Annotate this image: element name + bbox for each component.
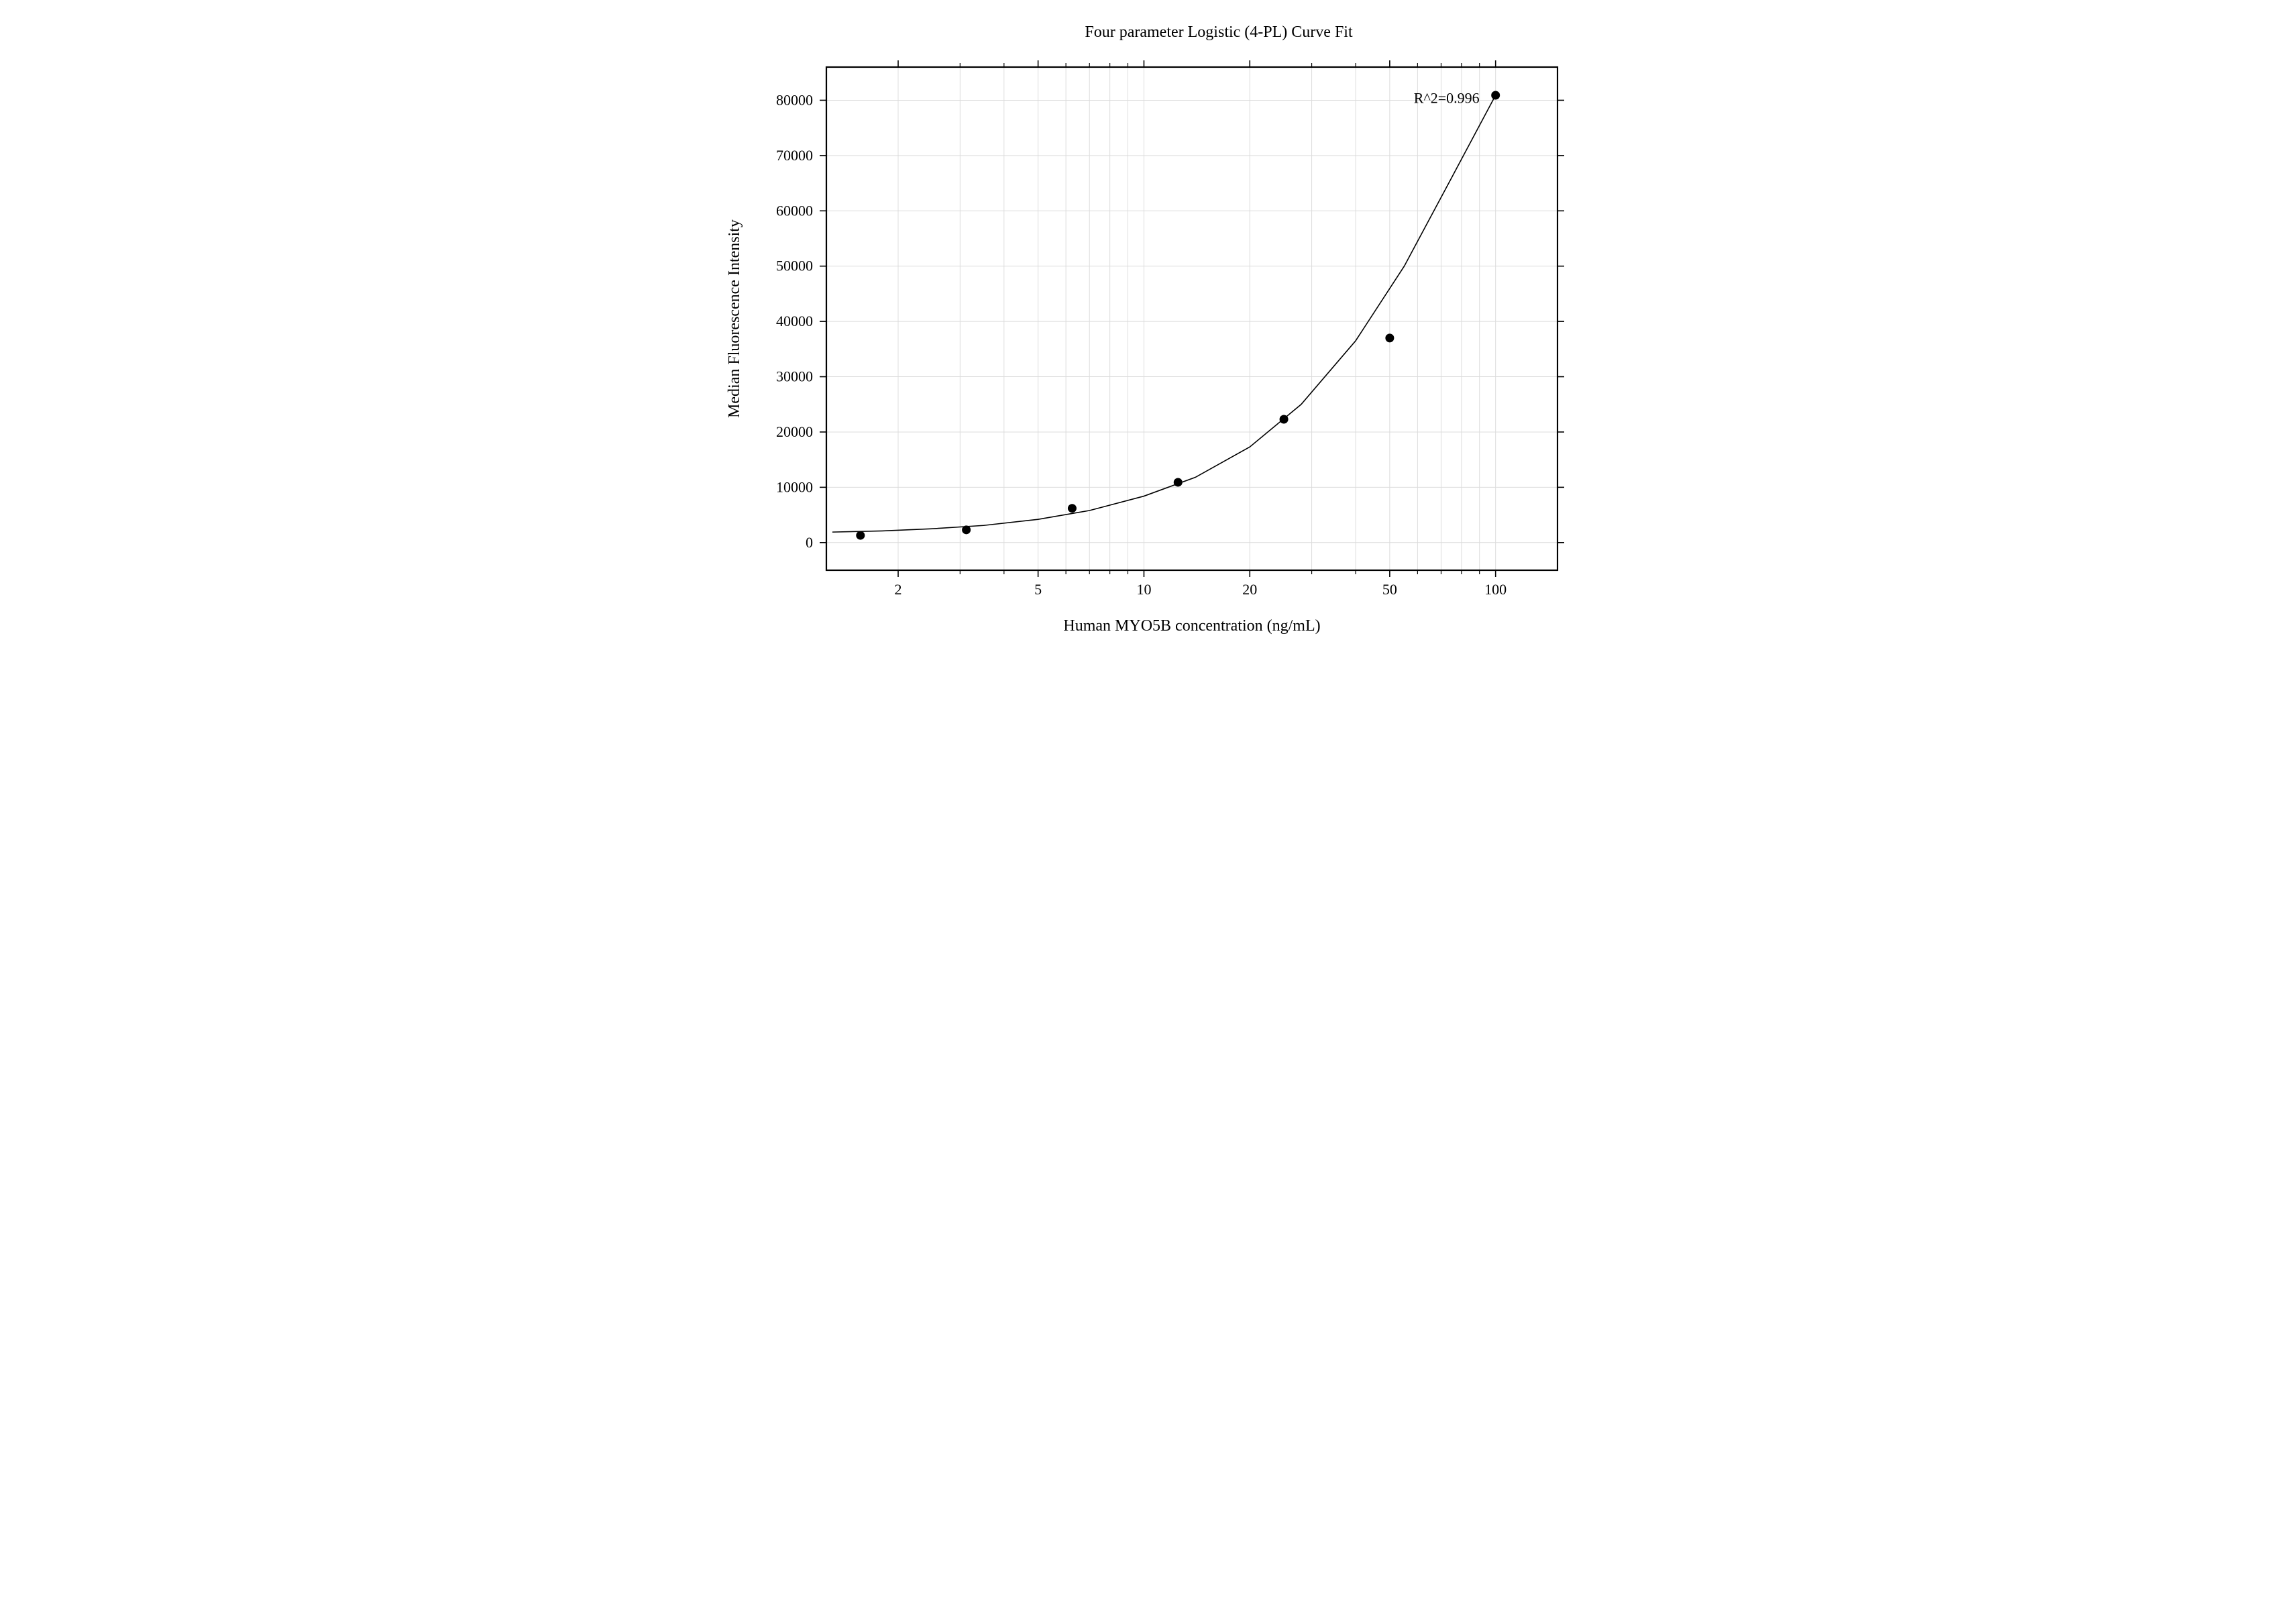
data-point	[1385, 333, 1394, 342]
y-tick-label: 10000	[776, 478, 813, 495]
chart-svg: 2 5 10 20 50 100 0 10000 20000 30000 40000 50000 600…	[639, 0, 1658, 712]
chart-title: Four parameter Logistic (4-PL) Curve Fit	[1085, 23, 1353, 41]
y-tick-label: 80000	[776, 91, 813, 108]
y-tick-label: 40000	[776, 313, 813, 329]
chart-container: 2 5 10 20 50 100 0 10000 20000 30000 40000 50000 600…	[639, 0, 1658, 712]
y-tick-label: 0	[806, 534, 813, 551]
x-axis-label: Human MYO5B concentration (ng/mL)	[1063, 617, 1320, 635]
y-tick-label: 20000	[776, 423, 813, 440]
y-axis-label: Median Fluorescence Intensity	[726, 219, 743, 418]
x-tick-label: 50	[1382, 581, 1397, 598]
data-point	[856, 531, 865, 540]
x-tick-label: 5	[1034, 581, 1042, 598]
data-point	[1067, 504, 1076, 513]
y-tick-label: 30000	[776, 368, 813, 385]
r-squared-annotation: R^2=0.996	[1413, 90, 1479, 107]
data-point	[1491, 91, 1500, 100]
y-tick-label: 50000	[776, 258, 813, 274]
data-point	[962, 525, 971, 534]
x-tick-label: 100	[1484, 581, 1507, 598]
x-tick-label: 10	[1136, 581, 1151, 598]
x-tick-label: 20	[1242, 581, 1257, 598]
y-tick-label: 70000	[776, 147, 813, 164]
data-point	[1173, 478, 1182, 486]
y-tick-label: 60000	[776, 202, 813, 219]
x-tick-label: 2	[894, 581, 901, 598]
data-point	[1279, 415, 1288, 424]
